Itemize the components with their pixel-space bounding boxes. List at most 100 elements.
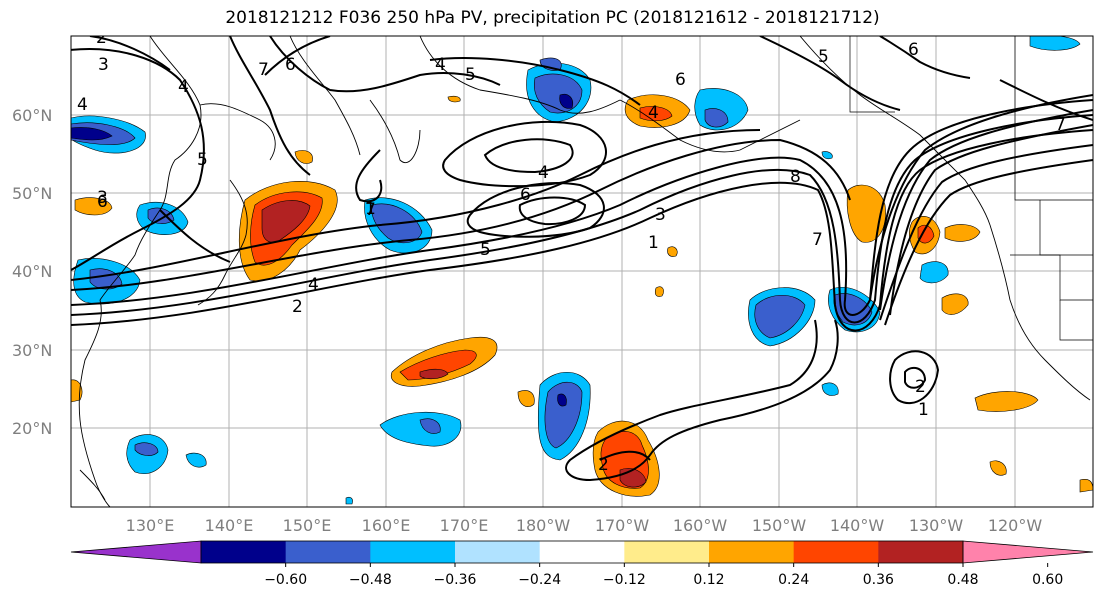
lat-label: 40°N [12, 262, 52, 281]
precip-blob [447, 95, 461, 103]
precip-blob [846, 184, 886, 243]
colorbar-segment [370, 541, 456, 563]
precip-blob [261, 200, 311, 243]
precip-blob [419, 368, 449, 380]
contour-label: 1 [918, 400, 929, 420]
contour-label: 7 [365, 200, 376, 220]
lon-label: 160°E [362, 516, 411, 535]
contour-label: 4 [178, 77, 189, 97]
contour-label: 6 [675, 70, 686, 90]
precip-blob [185, 452, 207, 468]
precip-blob [71, 127, 113, 141]
precip-blob [517, 390, 535, 407]
contour-label: 7 [1055, 115, 1066, 135]
lat-label: 60°N [12, 106, 52, 125]
colorbar-segment [878, 541, 964, 563]
contour-label: 1 [365, 199, 376, 219]
colorbar-segment [455, 541, 541, 563]
contour-label: 6 [97, 192, 108, 212]
contour-label: 4 [648, 103, 659, 123]
colorbar-segment [624, 541, 710, 563]
lon-label: 170°E [440, 516, 489, 535]
plot-border [70, 35, 1094, 508]
contour-label: 3 [98, 55, 109, 75]
precip-blob [557, 393, 567, 407]
colorbar-tick-label: 0.36 [863, 572, 894, 588]
colorbar-segment [793, 541, 879, 563]
coastlines [78, 36, 1091, 507]
precip-blob [294, 150, 313, 164]
colorbar-frame [200, 540, 964, 564]
precip-blob [704, 108, 729, 128]
pv-contours [71, 36, 1093, 482]
precip-blob [559, 93, 573, 109]
precip-blob [989, 460, 1007, 476]
colorbar-segment [709, 541, 795, 563]
lon-label: 120°W [988, 516, 1043, 535]
precip-blob [345, 496, 353, 505]
contour-label: 4 [538, 163, 549, 183]
longitude-labels: 130°E 140°E 150°E 160°E 170°E 180°W 170°… [126, 516, 1043, 535]
colorbar-extend-high [962, 540, 1094, 564]
colorbar-tick-label: 0.60 [1032, 572, 1063, 588]
lat-label: 20°N [12, 419, 52, 438]
colorbar-tick-label: 0.48 [947, 572, 978, 588]
lat-label: 50°N [12, 184, 52, 203]
precip-blob [1079, 479, 1093, 493]
precip-blob [944, 224, 981, 242]
precip-blob [74, 197, 113, 216]
colorbar-tick-labels: −0.60 −0.48 −0.36 −0.24 −0.12 0.12 0.24 0.36 0.4… [264, 563, 1063, 588]
precip-blob [917, 224, 935, 244]
contour-label: 7 [258, 60, 269, 80]
precip-blob [821, 151, 833, 160]
colorbar-extend-low [70, 540, 202, 564]
colorbar-segment [201, 541, 287, 563]
colorbar-tick-label: 0.24 [778, 572, 809, 588]
contour-label: 2 [598, 455, 609, 475]
contour-label: 1 [648, 233, 659, 253]
precip-blob [544, 381, 583, 449]
lon-label: 140°W [830, 516, 885, 535]
lon-label: 160°W [673, 516, 728, 535]
colorbar-tick-label: −0.24 [518, 572, 561, 588]
contour-label: 3 [97, 188, 108, 208]
lon-label: 170°W [595, 516, 650, 535]
contour-label: 2 [292, 297, 303, 317]
contour-label: 2 [915, 377, 926, 397]
lon-label: 150°E [283, 516, 332, 535]
precip-blob [974, 391, 1039, 412]
contour-labels: 2 3 4 4 5 6 6 7 7 4 5 6 4 3 3 2 4 5 6 1 … [77, 28, 1066, 475]
lon-label: 180°W [516, 516, 571, 535]
colorbar-segment [539, 541, 625, 563]
precip-blob [147, 207, 175, 224]
contour-label: 6 [520, 185, 531, 205]
contour-label: 5 [465, 65, 476, 85]
map-title: 2018121212 F036 250 hPa PV, precipitatio… [225, 8, 880, 28]
precip-blob [379, 411, 462, 447]
precip-blob [419, 418, 441, 434]
contour-label: 3 [655, 205, 666, 225]
precip-blob [754, 294, 806, 339]
contour-label: 5 [818, 47, 829, 67]
colorbar-segment [285, 541, 371, 563]
colorbar-tick-label: −0.48 [349, 572, 392, 588]
contour-label: 4 [308, 275, 319, 295]
political-borders [849, 36, 1093, 341]
contour-label: 4 [435, 55, 446, 75]
colorbar-tick-label: −0.36 [434, 572, 477, 588]
lon-label: 150°W [752, 516, 807, 535]
contour-label: 4 [77, 95, 88, 115]
contour-label: 6 [908, 40, 919, 60]
lon-label: 130°E [126, 516, 175, 535]
contour-label: 7 [812, 230, 823, 250]
colorbar-tick-label: −0.12 [603, 572, 646, 588]
lon-label: 140°E [205, 516, 254, 535]
precip-blob [134, 442, 159, 456]
contour-label: 5 [197, 150, 208, 170]
precip-blob [654, 286, 664, 297]
contour-label: 5 [480, 240, 491, 260]
lat-label: 30°N [12, 341, 52, 360]
contour-label: 2 [96, 28, 107, 48]
colorbar [70, 540, 1094, 564]
